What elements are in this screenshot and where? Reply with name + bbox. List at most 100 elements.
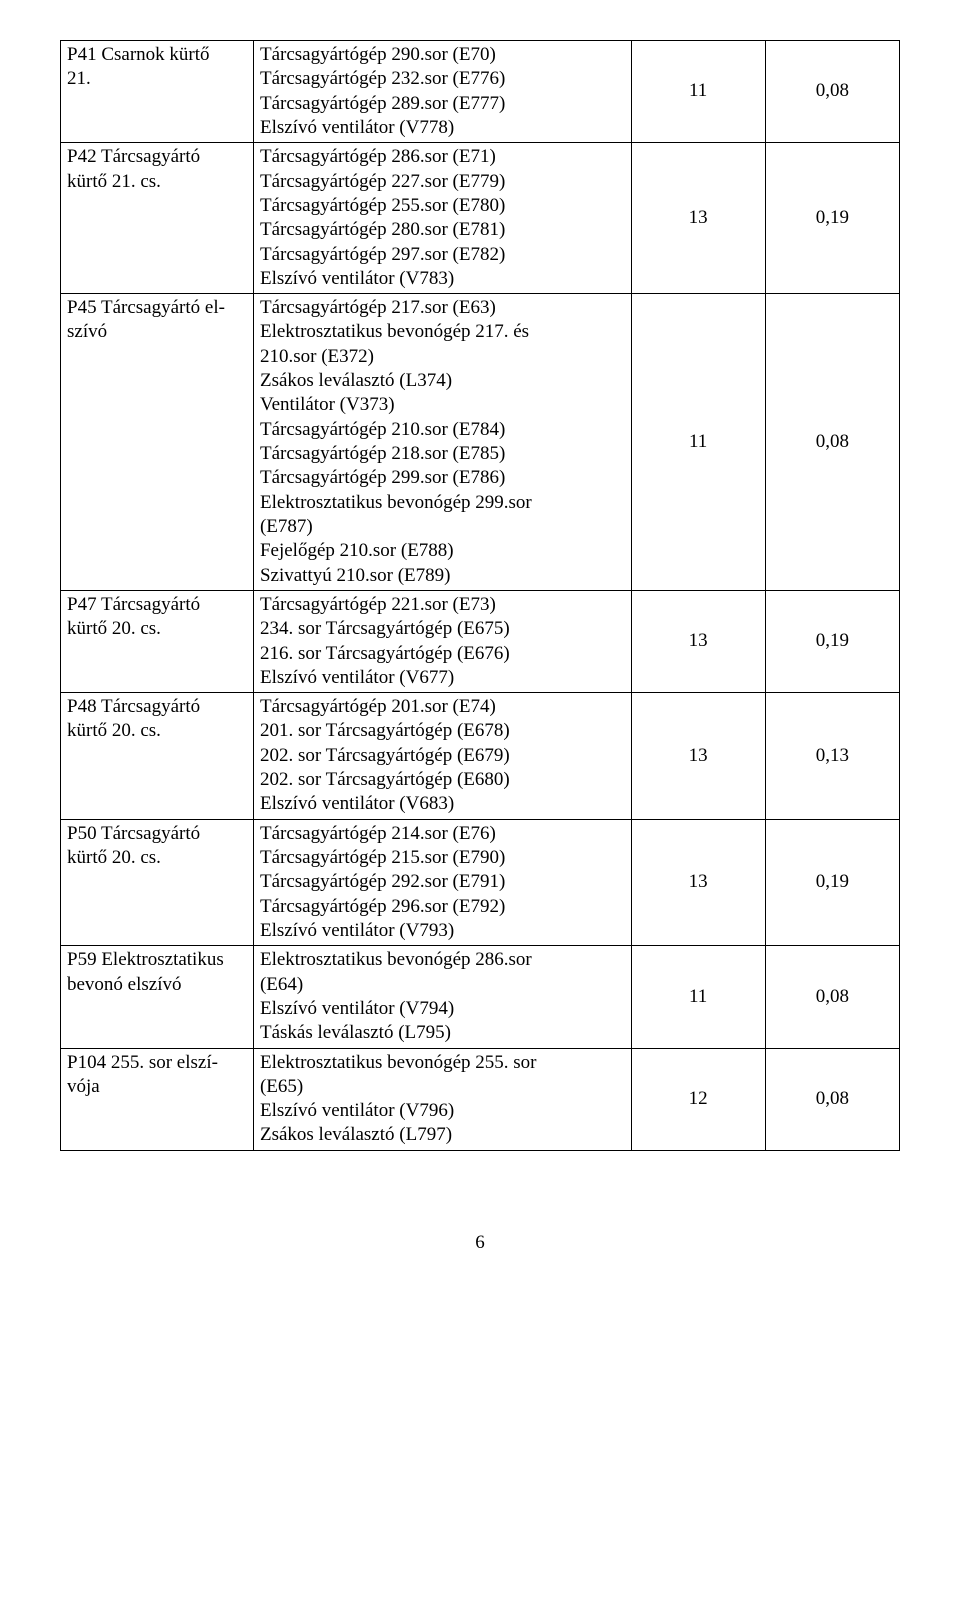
- table-row: P41 Csarnok kürtő21.Tárcsagyártógép 290.…: [61, 41, 900, 143]
- cell-text: Tárcsagyártógép 292.sor (E791): [260, 870, 625, 894]
- col-source: P42 Tárcsagyártókürtő 21. cs.: [61, 143, 254, 294]
- cell-text: 216. sor Tárcsagyártógép (E676): [260, 642, 625, 666]
- col-equipment: Tárcsagyártógép 290.sor (E70)Tárcsagyárt…: [253, 41, 631, 143]
- cell-text: (E787): [260, 515, 625, 539]
- cell-text: P45 Tárcsagyártó el-: [67, 296, 247, 320]
- col-value-b: 0,19: [765, 590, 899, 692]
- cell-text: (E65): [260, 1075, 625, 1099]
- cell-text: Tárcsagyártógép 289.sor (E777): [260, 92, 625, 116]
- col-value-b: 0,08: [765, 294, 899, 591]
- cell-text: Elektrosztatikus bevonógép 255. sor: [260, 1051, 625, 1075]
- cell-text: Elszívó ventilátor (V683): [260, 792, 625, 816]
- cell-text: Tárcsagyártógép 221.sor (E73): [260, 593, 625, 617]
- cell-text: szívó: [67, 320, 247, 344]
- col-equipment: Tárcsagyártógép 221.sor (E73)234. sor Tá…: [253, 590, 631, 692]
- cell-text: P42 Tárcsagyártó: [67, 145, 247, 169]
- col-source: P59 Elektrosztatikusbevonó elszívó: [61, 946, 254, 1048]
- cell-text: vója: [67, 1075, 247, 1099]
- col-value-a: 11: [631, 41, 765, 143]
- cell-text: Tárcsagyártógép 214.sor (E76): [260, 822, 625, 846]
- cell-text: Elszívó ventilátor (V793): [260, 919, 625, 943]
- col-source: P48 Tárcsagyártókürtő 20. cs.: [61, 693, 254, 820]
- cell-text: Tárcsagyártógép 280.sor (E781): [260, 218, 625, 242]
- cell-text: Tárcsagyártógép 299.sor (E786): [260, 466, 625, 490]
- cell-text: Tárcsagyártógép 217.sor (E63): [260, 296, 625, 320]
- cell-text: P47 Tárcsagyártó: [67, 593, 247, 617]
- col-equipment: Tárcsagyártógép 286.sor (E71)Tárcsagyárt…: [253, 143, 631, 294]
- cell-text: Elektrosztatikus bevonógép 286.sor: [260, 948, 625, 972]
- col-value-a: 13: [631, 819, 765, 946]
- col-value-a: 11: [631, 294, 765, 591]
- cell-text: Tárcsagyártógép 232.sor (E776): [260, 67, 625, 91]
- cell-text: Tárcsagyártógép 296.sor (E792): [260, 895, 625, 919]
- cell-text: Tárcsagyártógép 227.sor (E779): [260, 170, 625, 194]
- cell-text: Tárcsagyártógép 215.sor (E790): [260, 846, 625, 870]
- cell-text: P48 Tárcsagyártó: [67, 695, 247, 719]
- cell-text: 202. sor Tárcsagyártógép (E679): [260, 744, 625, 768]
- page-number: 6: [60, 1231, 900, 1255]
- cell-text: Zsákos leválasztó (L797): [260, 1123, 625, 1147]
- col-value-a: 13: [631, 143, 765, 294]
- cell-text: kürtő 20. cs.: [67, 617, 247, 641]
- cell-text: P41 Csarnok kürtő: [67, 43, 247, 67]
- cell-text: Elektrosztatikus bevonógép 217. és: [260, 320, 625, 344]
- col-equipment: Tárcsagyártógép 217.sor (E63)Elektroszta…: [253, 294, 631, 591]
- cell-text: kürtő 20. cs.: [67, 719, 247, 743]
- table-row: P42 Tárcsagyártókürtő 21. cs.Tárcsagyárt…: [61, 143, 900, 294]
- cell-text: 210.sor (E372): [260, 345, 625, 369]
- col-value-a: 12: [631, 1048, 765, 1150]
- cell-text: Tárcsagyártógép 201.sor (E74): [260, 695, 625, 719]
- col-equipment: Tárcsagyártógép 201.sor (E74)201. sor Tá…: [253, 693, 631, 820]
- cell-text: 202. sor Tárcsagyártógép (E680): [260, 768, 625, 792]
- col-source: P104 255. sor elszí-vója: [61, 1048, 254, 1150]
- cell-text: Szivattyú 210.sor (E789): [260, 564, 625, 588]
- table-row: P47 Tárcsagyártókürtő 20. cs.Tárcsagyárt…: [61, 590, 900, 692]
- col-value-b: 0,08: [765, 41, 899, 143]
- cell-text: Elszívó ventilátor (V778): [260, 116, 625, 140]
- col-value-a: 11: [631, 946, 765, 1048]
- cell-text: Zsákos leválasztó (L374): [260, 369, 625, 393]
- col-value-b: 0,08: [765, 1048, 899, 1150]
- col-value-a: 13: [631, 693, 765, 820]
- cell-text: 201. sor Tárcsagyártógép (E678): [260, 719, 625, 743]
- cell-text: Tárcsagyártógép 286.sor (E71): [260, 145, 625, 169]
- cell-text: Táskás leválasztó (L795): [260, 1021, 625, 1045]
- cell-text: Elektrosztatikus bevonógép 299.sor: [260, 491, 625, 515]
- cell-text: kürtő 21. cs.: [67, 170, 247, 194]
- col-equipment: Elektrosztatikus bevonógép 286.sor(E64)E…: [253, 946, 631, 1048]
- cell-text: Elszívó ventilátor (V796): [260, 1099, 625, 1123]
- col-source: P45 Tárcsagyártó el-szívó: [61, 294, 254, 591]
- col-value-b: 0,13: [765, 693, 899, 820]
- cell-text: Elszívó ventilátor (V794): [260, 997, 625, 1021]
- col-value-a: 13: [631, 590, 765, 692]
- cell-text: 234. sor Tárcsagyártógép (E675): [260, 617, 625, 641]
- col-value-b: 0,19: [765, 819, 899, 946]
- cell-text: Tárcsagyártógép 255.sor (E780): [260, 194, 625, 218]
- col-source: P47 Tárcsagyártókürtő 20. cs.: [61, 590, 254, 692]
- cell-text: P59 Elektrosztatikus: [67, 948, 247, 972]
- cell-text: 21.: [67, 67, 247, 91]
- cell-text: (E64): [260, 973, 625, 997]
- col-source: P50 Tárcsagyártókürtő 20. cs.: [61, 819, 254, 946]
- table-row: P45 Tárcsagyártó el-szívóTárcsagyártógép…: [61, 294, 900, 591]
- cell-text: kürtő 20. cs.: [67, 846, 247, 870]
- table-row: P48 Tárcsagyártókürtő 20. cs.Tárcsagyárt…: [61, 693, 900, 820]
- col-equipment: Tárcsagyártógép 214.sor (E76)Tárcsagyárt…: [253, 819, 631, 946]
- data-table: P41 Csarnok kürtő21.Tárcsagyártógép 290.…: [60, 40, 900, 1151]
- cell-text: Ventilátor (V373): [260, 393, 625, 417]
- table-row: P59 Elektrosztatikusbevonó elszívóElektr…: [61, 946, 900, 1048]
- col-value-b: 0,19: [765, 143, 899, 294]
- col-value-b: 0,08: [765, 946, 899, 1048]
- table-row: P104 255. sor elszí-vójaElektrosztatikus…: [61, 1048, 900, 1150]
- cell-text: bevonó elszívó: [67, 973, 247, 997]
- cell-text: Elszívó ventilátor (V677): [260, 666, 625, 690]
- cell-text: Tárcsagyártógép 210.sor (E784): [260, 418, 625, 442]
- table-row: P50 Tárcsagyártókürtő 20. cs.Tárcsagyárt…: [61, 819, 900, 946]
- cell-text: Tárcsagyártógép 297.sor (E782): [260, 243, 625, 267]
- cell-text: Tárcsagyártógép 218.sor (E785): [260, 442, 625, 466]
- col-equipment: Elektrosztatikus bevonógép 255. sor(E65)…: [253, 1048, 631, 1150]
- cell-text: P50 Tárcsagyártó: [67, 822, 247, 846]
- col-source: P41 Csarnok kürtő21.: [61, 41, 254, 143]
- cell-text: P104 255. sor elszí-: [67, 1051, 247, 1075]
- cell-text: Elszívó ventilátor (V783): [260, 267, 625, 291]
